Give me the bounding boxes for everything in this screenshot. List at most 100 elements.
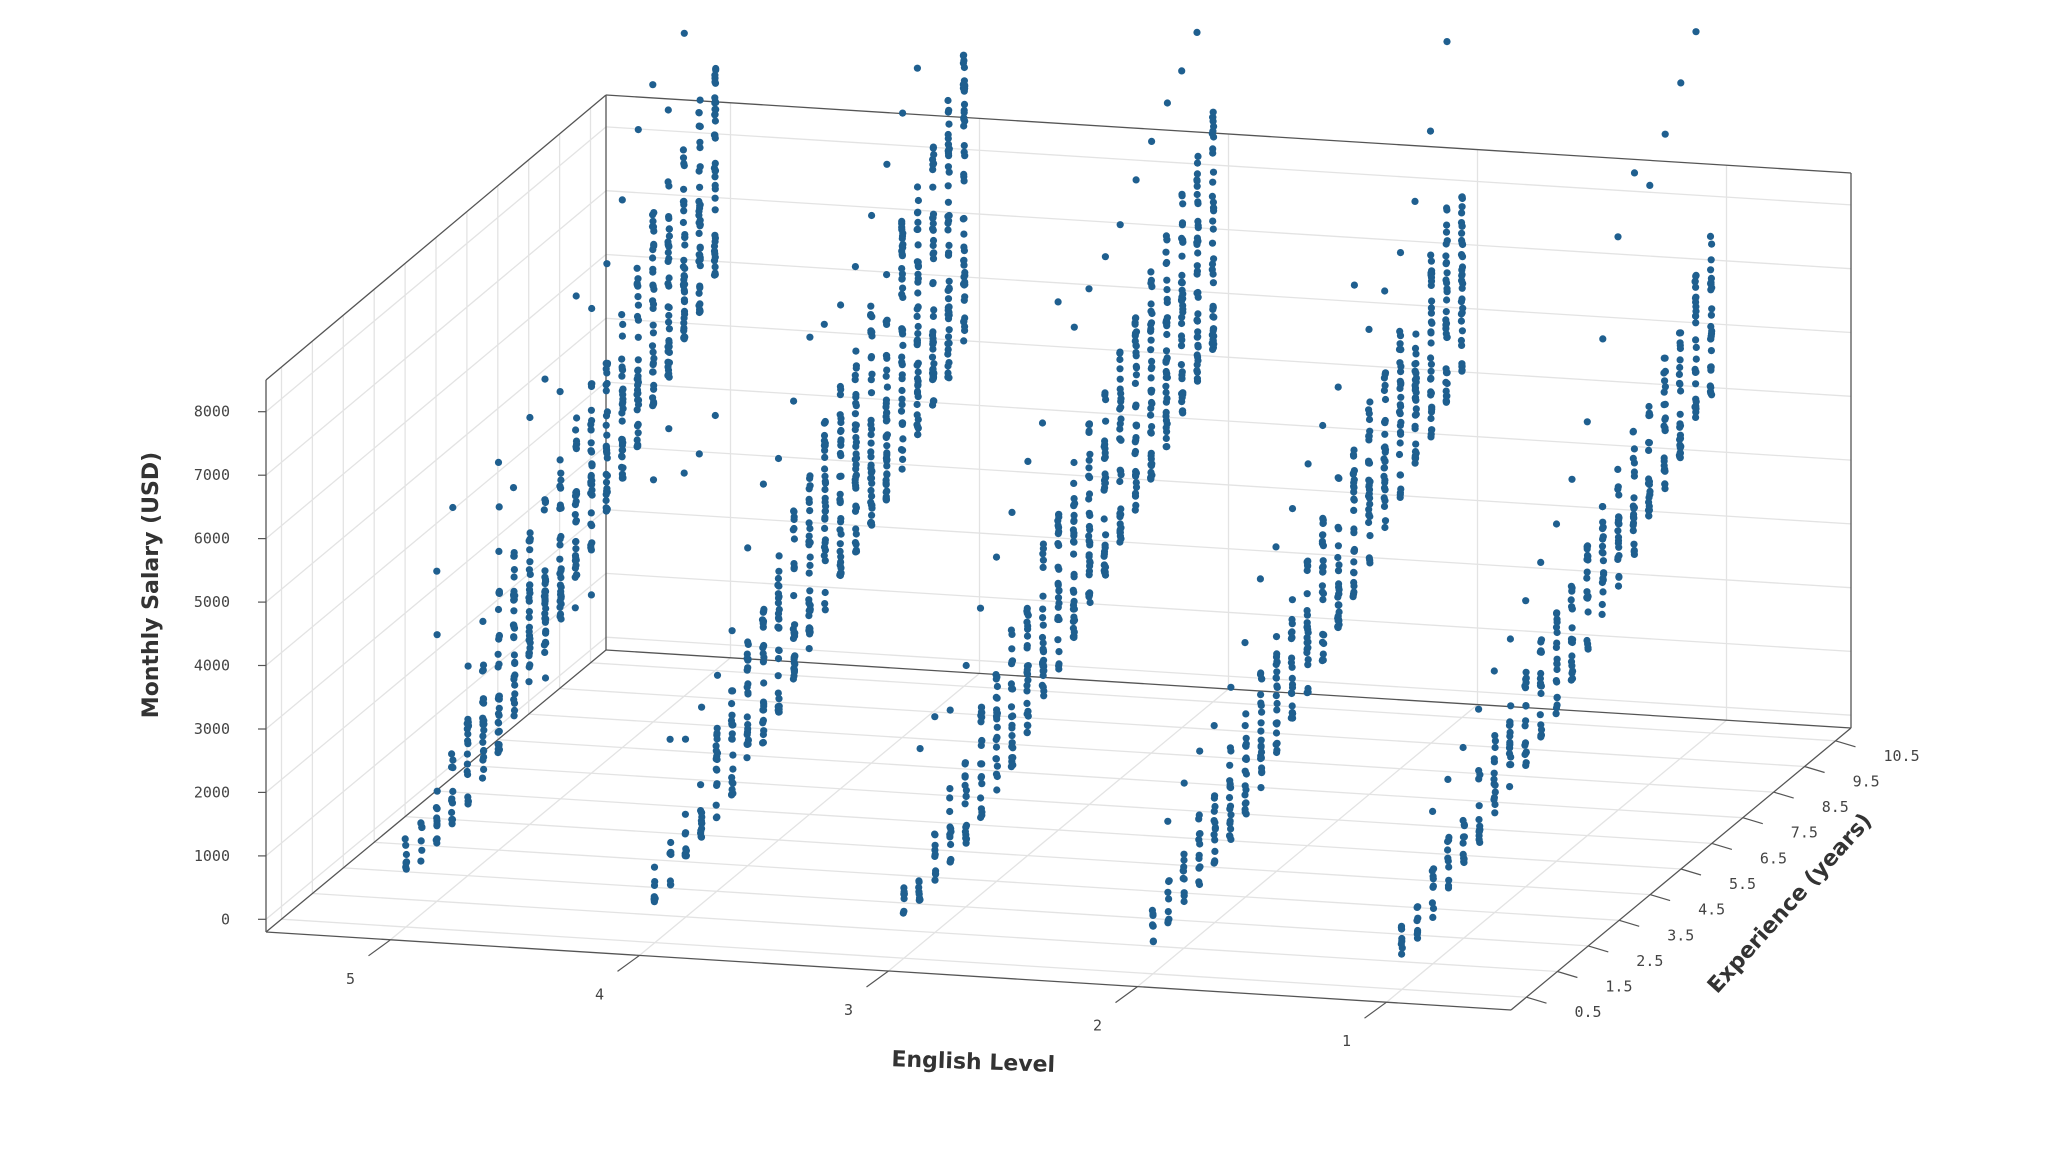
data-point (1023, 666, 1031, 674)
data-point (1583, 545, 1591, 553)
data-point (1350, 578, 1358, 587)
data-point (1257, 784, 1265, 792)
data-point (821, 418, 829, 426)
data-point (449, 787, 457, 796)
data-point (1147, 300, 1155, 308)
data-point (603, 260, 611, 268)
data-point (1412, 440, 1420, 448)
data-point (679, 146, 688, 154)
data-point (898, 275, 906, 283)
data-point (1039, 645, 1047, 653)
data-point (1070, 458, 1078, 467)
data-point (711, 71, 719, 79)
data-point (556, 613, 564, 621)
data-point (837, 426, 845, 435)
data-point (914, 218, 922, 226)
data-point (679, 280, 688, 289)
data-point (478, 667, 487, 675)
data-point (1288, 505, 1297, 513)
data-point (1457, 251, 1466, 259)
data-point (1102, 531, 1110, 539)
data-point (666, 849, 674, 858)
data-point (1256, 670, 1265, 679)
data-point (1614, 582, 1623, 590)
data-point (433, 631, 441, 639)
data-point (1179, 236, 1187, 244)
data-point (495, 503, 503, 511)
data-point (960, 63, 969, 72)
data-point (510, 675, 518, 683)
data-point (573, 571, 581, 579)
data-point (1085, 456, 1093, 464)
data-point (711, 134, 719, 142)
data-point (1396, 439, 1404, 447)
data-point (1147, 307, 1155, 315)
data-point (1210, 831, 1218, 839)
data-point (1350, 446, 1358, 454)
data-point (867, 448, 875, 456)
data-point (650, 209, 658, 217)
data-point (1241, 639, 1249, 647)
data-point (602, 478, 611, 486)
data-point (1475, 802, 1483, 810)
data-point (463, 760, 471, 768)
data-point (1536, 648, 1544, 656)
data-point (1023, 632, 1032, 640)
data-point (1692, 283, 1700, 291)
data-point (1661, 480, 1669, 488)
data-point (664, 106, 672, 114)
data-point (1210, 794, 1218, 802)
data-point (1692, 405, 1700, 413)
data-point (1147, 468, 1155, 476)
data-point (525, 537, 533, 545)
data-point (759, 480, 768, 488)
data-point (1661, 354, 1669, 362)
data-point (480, 726, 488, 734)
data-point (1039, 605, 1047, 613)
data-point (775, 705, 783, 713)
data-point (867, 389, 876, 397)
data-point (960, 214, 968, 223)
data-point (1491, 737, 1499, 745)
data-point (557, 574, 565, 582)
data-point (790, 560, 798, 568)
data-point (728, 730, 736, 738)
data-point (852, 390, 860, 399)
data-point (713, 729, 721, 737)
data-point (837, 418, 845, 427)
data-point (665, 337, 673, 345)
data-point (759, 658, 768, 666)
data-point (1350, 496, 1358, 504)
x-tick-mark (368, 939, 391, 957)
data-point (1553, 665, 1561, 674)
data-point (1162, 388, 1170, 397)
data-point (1100, 443, 1108, 451)
data-point (1070, 323, 1078, 331)
data-point (774, 454, 783, 463)
data-point (1676, 410, 1684, 418)
data-point (1085, 472, 1093, 480)
data-point (526, 589, 534, 597)
grid-line (405, 815, 1651, 896)
data-point (821, 440, 829, 448)
data-point (1038, 633, 1047, 642)
data-point (1442, 228, 1451, 236)
data-point (650, 893, 658, 901)
data-point (1257, 691, 1265, 699)
data-point (1241, 782, 1249, 790)
data-point (928, 331, 937, 339)
data-point (1163, 394, 1171, 403)
data-point (603, 408, 612, 416)
data-point (1443, 269, 1451, 277)
data-point (1458, 270, 1466, 279)
data-point (1319, 542, 1327, 550)
data-point (867, 327, 875, 335)
data-point (805, 645, 813, 653)
data-point (1008, 713, 1016, 721)
data-point (713, 781, 721, 790)
data-point (695, 450, 703, 458)
data-point (649, 217, 657, 225)
y-tick-mark (1557, 970, 1578, 979)
data-point (806, 507, 814, 515)
data-point (1147, 475, 1155, 483)
